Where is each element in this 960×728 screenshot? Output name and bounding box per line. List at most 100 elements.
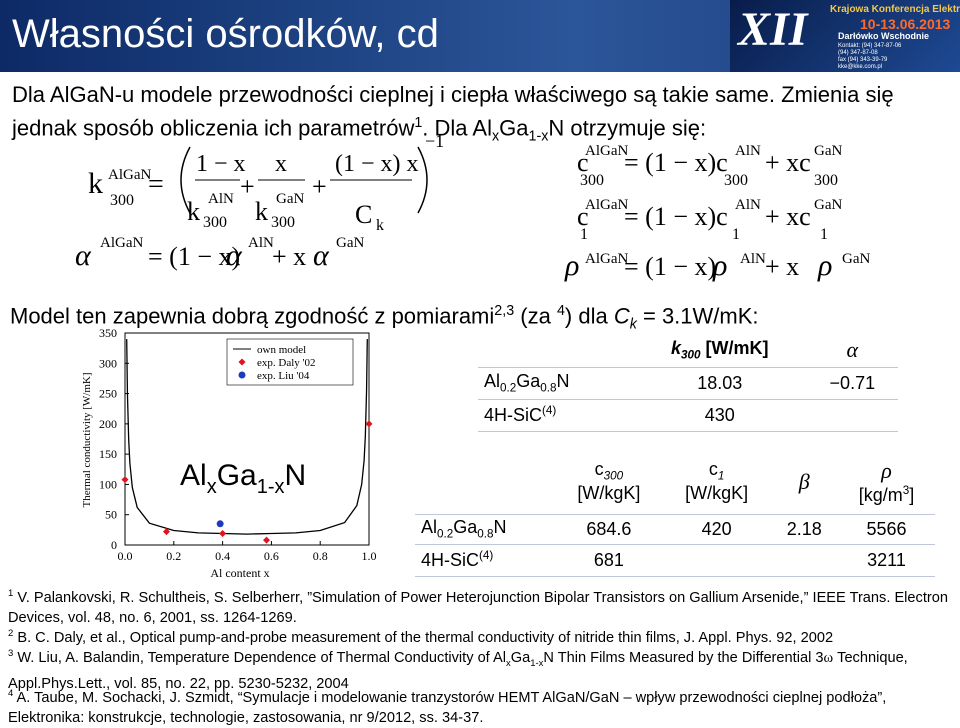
contact-line: fax (94) 343-39-79 [838, 57, 888, 63]
header-cell: ρ [kg/m3] [837, 450, 935, 515]
text: Ga [499, 115, 529, 141]
chart: Thermal conductivity [W/mK] Al content x… [81, 326, 377, 580]
x-tick-label: 0.0 [118, 549, 133, 563]
annotation: AlxGa1-xN [180, 459, 306, 498]
formula-part: + [240, 172, 255, 201]
contact-line: Kontakt: (94) 347-87-06 [838, 43, 902, 49]
formula-part: + x [765, 252, 799, 281]
y-tick-label: 100 [99, 477, 117, 491]
text: Model ten zapewnia dobrą zgodność z pomi… [10, 303, 495, 329]
formula-part: = (1 − x) [148, 242, 240, 271]
text: Dla AlGaN-u modele przewodności cieplnej… [12, 82, 894, 141]
text: N otrzymuje się: [548, 115, 707, 141]
text: C [613, 303, 630, 329]
x-axis-label: Al content x [210, 566, 269, 580]
cell [662, 544, 771, 577]
formula-part: GaN [276, 191, 304, 207]
text: W. Liu, A. Balandin, Temperature Depende… [13, 649, 506, 666]
superscript: 3 [902, 483, 910, 497]
ref-number: 3 [8, 648, 14, 659]
text: N [285, 459, 307, 492]
formula-part: = (1 − x) [624, 252, 716, 281]
ref-number: 2 [8, 628, 14, 639]
formula-part: ρ [564, 249, 579, 282]
formula-part: 1 [580, 226, 588, 243]
logo-mark: XII [738, 3, 808, 56]
marker [238, 371, 246, 379]
y-tick-label: 300 [99, 356, 117, 370]
text: N [556, 371, 570, 392]
text: [W/mK] [700, 337, 769, 358]
formula-part: ρ [712, 249, 727, 282]
y-axis-label: Thermal conductivity [W/mK] [81, 372, 93, 507]
formula-part: k [376, 217, 384, 234]
header-cell: α [806, 333, 898, 368]
text: Al [484, 371, 501, 392]
subscript: x [505, 657, 511, 669]
text: Ga [510, 649, 531, 666]
formula-part: 300 [110, 192, 134, 209]
text: N Thin Films Measured by the Differentia… [543, 649, 824, 666]
row-label: 4H-SiC(4) [478, 399, 633, 432]
text: ρ [881, 457, 892, 483]
symbol: ω [823, 649, 834, 666]
formula-part: AlN [248, 235, 274, 251]
formula-part: AlGaN [100, 235, 143, 251]
formula-part: AlGaN [585, 143, 628, 159]
header-cell: c1 [W/kgK] [662, 450, 771, 515]
formula-part: AlGaN [585, 251, 628, 267]
formula-part: (1 − x) x [335, 151, 419, 177]
header-cell: k300 [W/mK] [632, 333, 807, 368]
text: V. Palankovski, R. Schultheis, S. Selber… [8, 589, 948, 626]
formula-part: AlGaN [108, 167, 151, 183]
formula-part: GaN [842, 251, 870, 267]
cell [770, 544, 838, 577]
citation: 4 [556, 303, 565, 319]
formula-part: k [187, 197, 200, 226]
contact-line: (94) 347-87-08 [838, 50, 878, 56]
cell: 3211 [837, 544, 935, 577]
x-tick-label: 0.2 [166, 549, 181, 563]
reference: 3 W. Liu, A. Balandin, Temperature Depen… [8, 644, 953, 694]
cell: 681 [555, 544, 663, 577]
marker [162, 528, 170, 536]
model-text: Model ten zapewnia dobrą zgodność z pomi… [10, 297, 950, 340]
text: 4H-SiC [421, 550, 480, 570]
formula-part: 1 [820, 226, 828, 243]
text: [W/kgK] [685, 483, 749, 504]
row-label: Al0.2Ga0.8N [478, 367, 633, 400]
paren [180, 146, 191, 214]
subscript: 300 [680, 348, 701, 362]
formula-part: C [355, 200, 372, 229]
text: Ga [453, 517, 478, 538]
text: ) dla [564, 303, 614, 329]
table-2: c300 [W/kgK] c1 [W/kgK] β ρ [kg/m3] Al0.2Ga… [415, 450, 935, 577]
header-cell: c300 [W/kgK] [555, 450, 663, 515]
formula-part: 300 [271, 214, 295, 231]
formula-part: AlN [208, 191, 234, 207]
subscript: 300 [603, 470, 624, 484]
formula-part: 300 [580, 172, 604, 189]
subscript: 0.8 [477, 527, 494, 541]
formula-part: + [312, 172, 327, 201]
text: Ga [516, 371, 541, 392]
cell [415, 450, 556, 515]
formula-part: = [148, 169, 164, 200]
cell: 420 [662, 514, 771, 545]
text: A. Taube, M. Sochacki, J. Szmidt, “Symul… [8, 689, 887, 726]
formula-part: 300 [814, 172, 838, 189]
x-tick-label: 0.8 [313, 549, 328, 563]
conference-logo: XII Krajowa Konferencja Elektroniki 10-1… [730, 0, 960, 72]
row-label: Al0.2Ga0.8N [415, 514, 556, 545]
x-tick-label: 0.4 [215, 549, 230, 563]
formula-part: α [75, 239, 92, 272]
text: N [493, 517, 507, 538]
formula-part: x [275, 151, 287, 177]
formula-part: ρ [817, 249, 832, 282]
text: B. C. Daly, et al., Optical pump-and-pro… [13, 629, 834, 646]
paren [417, 146, 428, 214]
subscript: x [207, 476, 217, 498]
subscript: k [629, 316, 637, 333]
text: Ga [217, 459, 257, 492]
